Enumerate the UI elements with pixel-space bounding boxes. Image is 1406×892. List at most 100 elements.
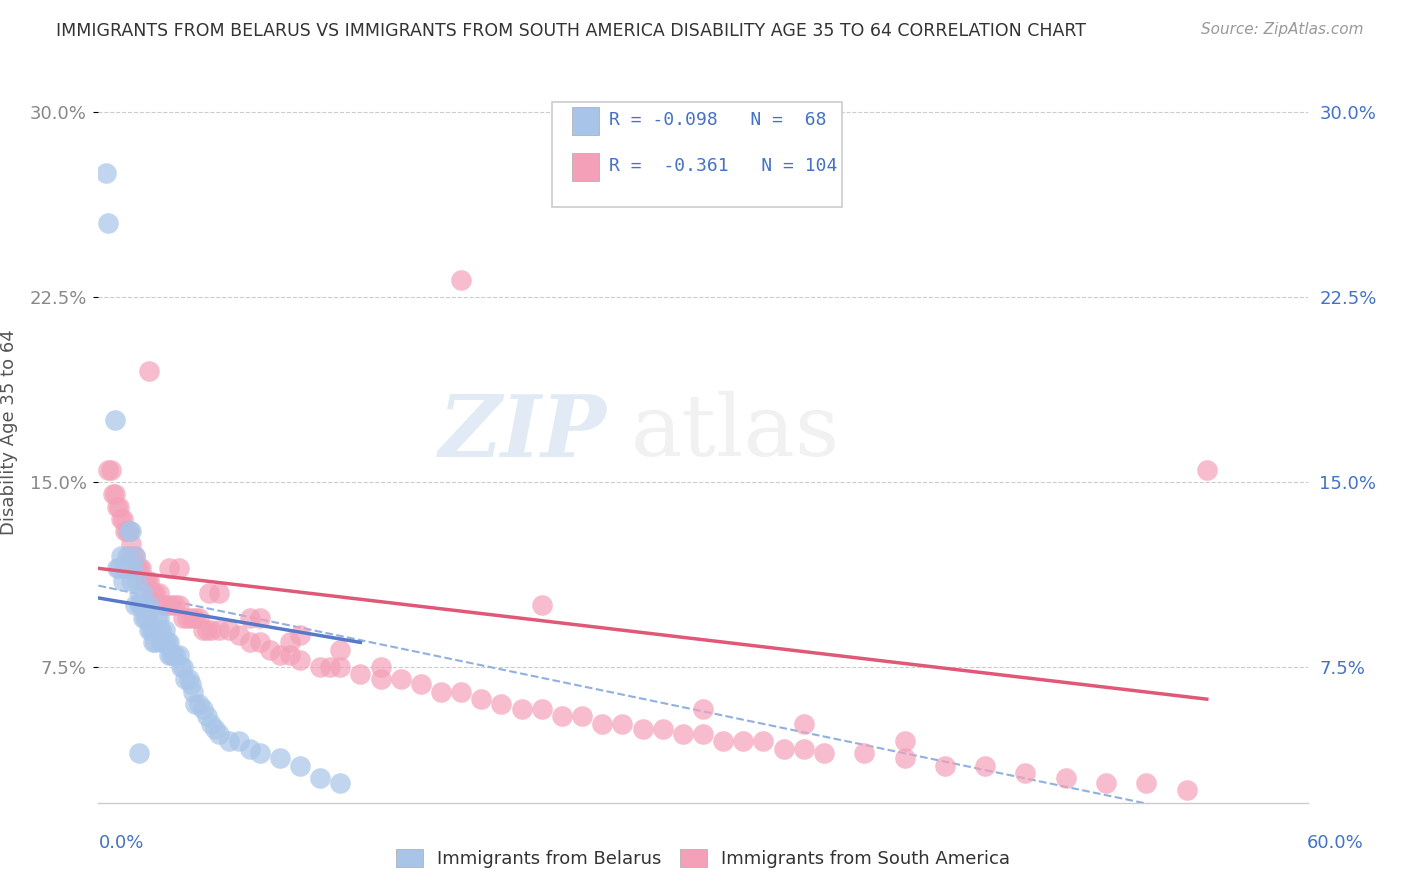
Point [551,709,574,723]
Point [612,716,634,731]
Text: ZIP: ZIP [439,391,606,475]
Point [228,734,250,748]
Point [319,660,342,674]
Point [135,610,157,624]
Point [491,697,513,711]
Point [530,702,553,716]
Point [138,623,160,637]
Point [1014,766,1036,780]
Text: 0.0%: 0.0% [98,834,143,852]
Point [132,586,155,600]
Point [218,734,240,748]
Point [793,716,815,731]
Point [1175,783,1198,797]
Point [184,697,207,711]
Point [160,648,183,662]
Point [107,500,129,514]
Point [142,623,165,637]
Point [143,635,166,649]
Point [249,747,271,761]
Point [167,599,190,613]
Point [510,702,533,716]
Point [118,524,141,539]
Point [114,524,136,539]
Point [138,364,160,378]
Point [204,722,226,736]
Point [125,561,148,575]
Point [180,610,202,624]
Point [121,561,143,575]
Point [711,734,734,748]
Point [853,747,876,761]
Text: R = -0.098   N =  68: R = -0.098 N = 68 [609,112,827,129]
Point [288,653,311,667]
Point [450,272,472,286]
Point [132,574,155,588]
Point [163,599,186,613]
Point [752,734,775,748]
Point [129,599,152,613]
Point [772,741,794,756]
Point [103,487,125,501]
Point [103,413,125,427]
Point [179,673,201,687]
Point [97,462,120,476]
Point [329,776,352,790]
Point [208,586,231,600]
Point [193,702,215,716]
Point [692,727,714,741]
Point [349,667,371,681]
Point [120,574,142,588]
Point [733,734,755,748]
Point [170,660,193,674]
Point [156,599,179,613]
Point [100,462,122,476]
Point [142,586,165,600]
Point [309,660,332,674]
Point [329,660,352,674]
Point [157,648,180,662]
Point [152,635,174,649]
Point [218,623,240,637]
Point [172,610,194,624]
Point [934,758,956,772]
Point [1135,776,1157,790]
Point [105,561,128,575]
Point [153,635,176,649]
Point [157,635,180,649]
Point [181,685,204,699]
Point [156,635,179,649]
Point [160,599,183,613]
Point [128,586,150,600]
Point [132,610,155,624]
Point [101,487,124,501]
Point [239,741,262,756]
Point [195,709,218,723]
Point [692,702,714,716]
Point [288,758,311,772]
Text: R =  -0.361   N = 104: R = -0.361 N = 104 [609,157,837,175]
Point [409,677,432,691]
Point [110,512,132,526]
Point [672,727,695,741]
Point [114,561,136,575]
Point [195,623,218,637]
Point [135,574,157,588]
Point [180,677,202,691]
Point [174,673,197,687]
Point [120,524,142,539]
Point [138,574,160,588]
FancyBboxPatch shape [572,107,599,135]
Point [153,623,176,637]
Point [176,610,198,624]
Point [228,628,250,642]
Point [134,599,156,613]
Point [571,709,593,723]
Point [370,660,392,674]
Point [142,635,165,649]
Point [793,741,815,756]
Legend: Immigrants from Belarus, Immigrants from South America: Immigrants from Belarus, Immigrants from… [388,841,1018,875]
Point [239,635,262,649]
Point [162,648,184,662]
Point [208,727,231,741]
